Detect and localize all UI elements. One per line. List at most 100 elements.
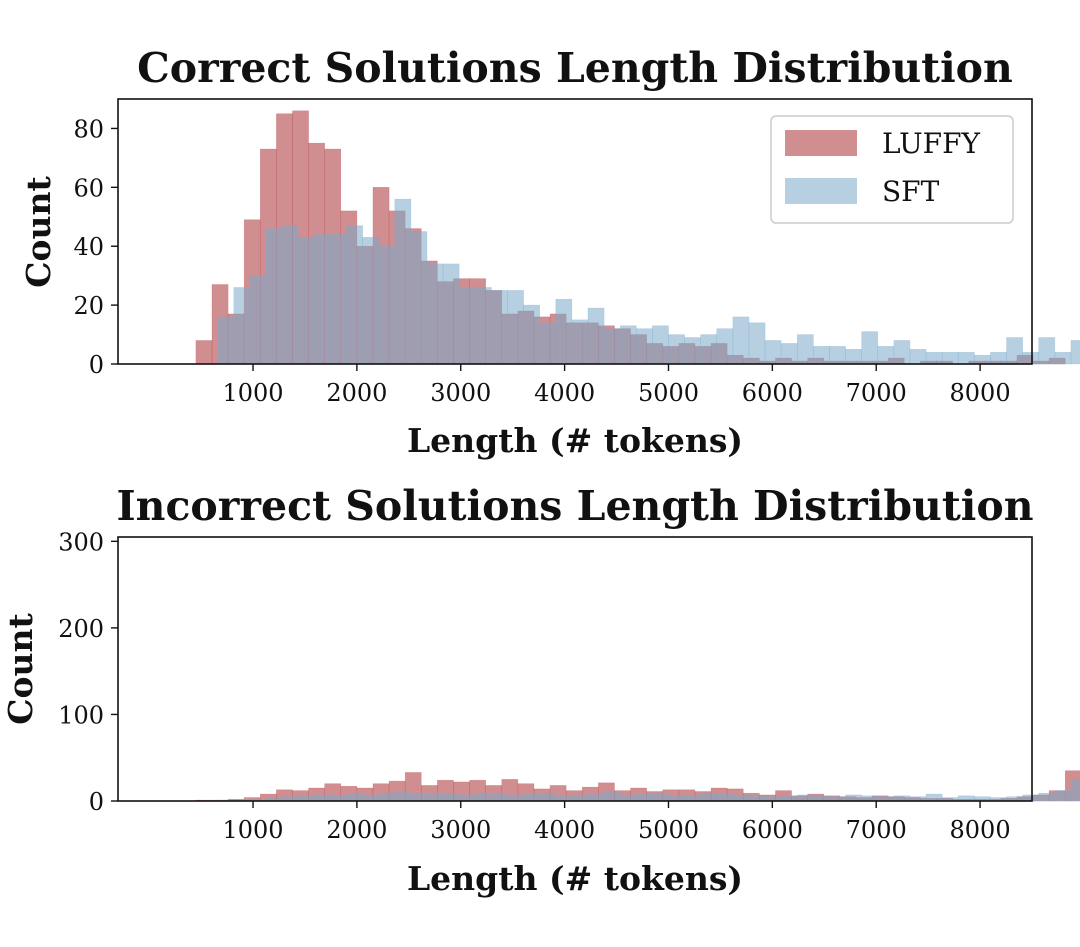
sft-bar xyxy=(941,351,959,365)
sft-bar xyxy=(635,793,653,802)
x-axis-ticks: 1000 2000 3000 4000 5000 6000 7000 8000 xyxy=(222,364,1011,407)
sft-bar xyxy=(974,354,991,365)
sft-bar xyxy=(1038,337,1056,365)
y-axis-ticks: 0 20 40 60 80 xyxy=(73,115,118,379)
sft-bar xyxy=(394,198,412,365)
x-tick-label: 1000 xyxy=(222,816,283,844)
sft-bar xyxy=(410,231,428,365)
sft-bar xyxy=(957,351,975,365)
sft-bar xyxy=(539,322,557,365)
x-tick-label: 5000 xyxy=(638,816,699,844)
sft-bar xyxy=(1054,351,1072,365)
y-tick-label: 0 xyxy=(89,351,104,379)
x-tick-label: 3000 xyxy=(430,379,491,407)
sft-bar xyxy=(426,263,444,365)
sft-bar xyxy=(507,290,524,365)
sft-bar xyxy=(394,792,412,802)
sft-bar xyxy=(555,298,573,365)
x-tick-label: 7000 xyxy=(846,816,907,844)
sft-bar xyxy=(603,792,621,802)
incorrect-solutions-chart: Incorrect Solutions Length Distribution … xyxy=(1,482,1080,898)
sft-bar xyxy=(1070,340,1080,365)
sft-bar xyxy=(732,316,750,365)
sft-bar xyxy=(330,234,347,365)
sft-bar xyxy=(877,346,895,365)
y-axis-ticks: 0 100 200 300 xyxy=(58,528,118,816)
sft-bar xyxy=(684,337,701,365)
sft-bar xyxy=(523,793,540,802)
sft-bar xyxy=(1038,792,1056,802)
sft-bar xyxy=(378,792,396,802)
sft-bar xyxy=(523,304,540,365)
x-axis-ticks: 1000 2000 3000 4000 5000 6000 7000 8000 xyxy=(222,801,1011,844)
y-tick-label: 40 xyxy=(73,233,104,261)
sft-bar xyxy=(571,794,589,802)
sft-bar xyxy=(362,237,380,365)
sft-bar xyxy=(491,290,508,365)
sft-bar xyxy=(603,328,621,365)
luffy-bar xyxy=(195,340,213,365)
sft-bar xyxy=(265,228,283,365)
sft-bar xyxy=(780,343,798,365)
x-tick-label: 4000 xyxy=(534,816,595,844)
x-axis-label: Length (# tokens) xyxy=(407,421,743,460)
x-tick-label: 4000 xyxy=(534,379,595,407)
y-tick-label: 100 xyxy=(58,701,104,729)
sft-bar xyxy=(925,793,943,802)
sft-bar xyxy=(893,340,911,365)
y-tick-label: 0 xyxy=(89,788,104,816)
sft-bar xyxy=(346,225,363,365)
sft-bar xyxy=(474,792,492,802)
x-tick-label: 2000 xyxy=(326,816,387,844)
sft-bar xyxy=(716,793,734,802)
sft-bar xyxy=(813,346,830,365)
x-tick-label: 2000 xyxy=(326,379,387,407)
sft-bar xyxy=(313,234,331,365)
sft-bar xyxy=(684,794,701,802)
sft-bar xyxy=(442,793,460,802)
y-tick-label: 300 xyxy=(58,528,104,556)
sft-bar xyxy=(426,792,444,802)
sft-bar xyxy=(796,334,814,365)
plot-frame xyxy=(117,98,1033,365)
x-tick-label: 6000 xyxy=(742,379,803,407)
legend: LUFFY SFT xyxy=(770,115,1014,224)
sft-bar xyxy=(764,340,782,365)
sft-bar xyxy=(845,348,862,365)
legend-swatch-sft xyxy=(785,178,857,204)
sft-bar xyxy=(474,287,492,365)
sft-bar xyxy=(587,793,605,802)
sft-bar xyxy=(491,793,508,802)
sft-bar xyxy=(1054,790,1072,802)
sft-bar xyxy=(861,331,879,365)
sft-bar xyxy=(619,325,637,365)
chart-title: Incorrect Solutions Length Distribution xyxy=(116,482,1033,530)
y-tick-label: 80 xyxy=(73,115,104,143)
sft-bar xyxy=(587,307,605,365)
sft-bar xyxy=(716,328,734,365)
legend-swatch-luffy xyxy=(785,130,857,156)
sft-bar xyxy=(458,287,476,365)
sft-bar xyxy=(652,325,669,365)
sft-bar xyxy=(233,287,251,365)
sft-bar xyxy=(909,348,927,365)
sft-bar xyxy=(1006,337,1023,365)
x-axis-label: Length (# tokens) xyxy=(407,859,743,898)
sft-bars xyxy=(217,779,1080,802)
sft-bar xyxy=(281,225,299,365)
y-tick-label: 20 xyxy=(73,292,104,320)
sft-bar xyxy=(362,794,380,802)
sft-bars xyxy=(217,198,1080,365)
sft-bar xyxy=(249,275,267,365)
sft-bar xyxy=(1070,779,1080,802)
sft-bar xyxy=(1022,351,1040,365)
sft-bar xyxy=(571,319,589,365)
plot-frame xyxy=(117,536,1033,802)
sft-bar xyxy=(796,794,814,802)
sft-bar xyxy=(635,328,653,365)
x-tick-label: 6000 xyxy=(742,816,803,844)
sft-bar xyxy=(652,792,669,802)
legend-label-sft: SFT xyxy=(882,175,940,208)
sft-bar xyxy=(845,794,862,802)
